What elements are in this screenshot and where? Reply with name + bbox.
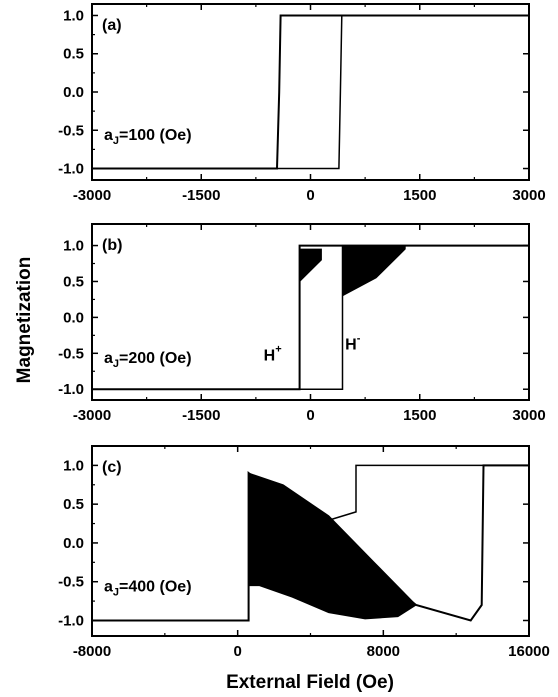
y-tick-label: 1.0 [63,457,84,474]
y-tick-label: -0.5 [58,345,84,362]
panels: -3000 -1500 0 1500 3000 -1.0 -0.5 0.0 0.5 1.0 (a) a… [58,3,550,660]
y-axis-label: Magnetization [14,257,35,384]
plot-area [92,244,529,391]
series-line-1 [92,464,529,622]
x-axis-label: External Field (Oe) [226,672,394,693]
y-tick-label: 0.0 [63,309,84,326]
x-tick-label: 8000 [367,643,400,660]
filled-region-2 [342,245,406,297]
y-tick-label: -1.0 [58,161,84,178]
y-tick-label: 0.5 [63,496,84,513]
x-tick-label: -1500 [182,187,220,204]
x-tick-label: 1500 [403,407,436,424]
x-tick-label: -3000 [73,407,111,424]
aj-annotation: aJ=200 (Oe) [104,350,192,370]
series-line-2 [92,244,529,390]
y-tick-label: 1.0 [63,238,84,255]
filled-region-1 [248,472,417,620]
x-tick-label: 0 [306,407,314,424]
y-tick-label: 0.0 [63,535,84,552]
x-tick-label: -1500 [182,407,220,424]
x-tick-label: 0 [306,187,314,204]
panel-label: (b) [102,237,122,254]
aj-annotation: aJ=400 (Oe) [104,579,192,599]
x-tick-label: 3000 [512,407,545,424]
x-tick-label: 0 [233,643,241,660]
y-tick-label: 0.5 [63,46,84,63]
aj-annotation: aJ=100 (Oe) [104,127,192,147]
field-label-1: H+ [264,343,282,364]
series-line-1 [92,14,529,170]
y-tick-label: 0.5 [63,273,84,290]
panel-2: -3000 -1500 0 1500 3000 -1.0 -0.5 0.0 0.5 1.0 (b) a… [58,223,546,424]
plot-frame [91,3,530,181]
x-tick-label: -3000 [73,187,111,204]
panel-label: (c) [102,459,122,476]
x-tick-label: 1500 [403,187,436,204]
panel-1: -3000 -1500 0 1500 3000 -1.0 -0.5 0.0 0.5 1.0 (a) a… [58,3,546,204]
x-tick-label: -8000 [73,643,111,660]
x-tick-label: 16000 [508,643,550,660]
plot-area [92,464,529,622]
series-line-2 [92,14,529,170]
panel-3: -8000 0 8000 16000 -1.0 -0.5 0.0 0.5 1.0 (c) aJ=40… [58,445,550,660]
y-tick-label: -0.5 [58,122,84,139]
field-label-2: H- [345,333,361,354]
y-tick-label: -1.0 [58,381,84,398]
plot-area [92,14,529,170]
y-tick-label: 1.0 [63,7,84,24]
y-tick-label: 0.0 [63,84,84,101]
y-tick-label: -1.0 [58,612,84,629]
series-line-2 [248,464,529,536]
x-tick-label: 3000 [512,187,545,204]
filled-region-1 [299,248,322,283]
y-tick-label: -0.5 [58,574,84,591]
panel-label: (a) [102,17,122,34]
